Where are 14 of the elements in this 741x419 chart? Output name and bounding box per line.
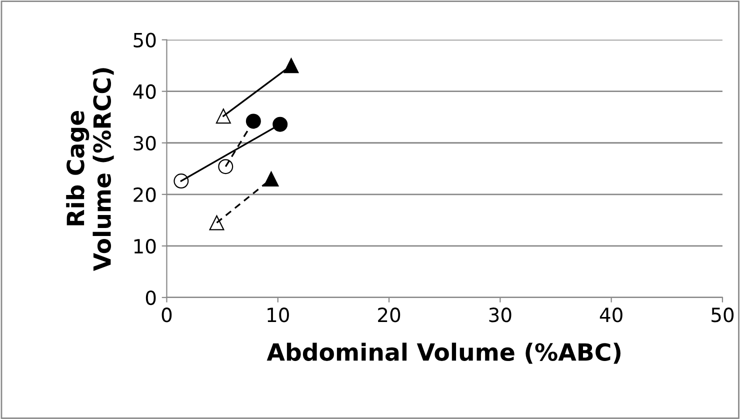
y-tick-label: 0 — [146, 290, 156, 306]
y-axis-title: Rib Cage Volume (%RCC) — [66, 68, 114, 272]
x-axis-title: Abdominal Volume (%ABC) — [266, 342, 620, 364]
y-tick-label: 40 — [133, 84, 156, 100]
x-tick-label: 10 — [268, 308, 289, 322]
y-tick-label: 30 — [134, 136, 156, 151]
x-tick-label: 0 — [162, 308, 172, 322]
y-tick-label: 20 — [134, 187, 156, 202]
x-tick-label: 40 — [600, 308, 622, 322]
y-tick-label: 50 — [134, 32, 156, 48]
x-tick-label: 20 — [378, 308, 400, 322]
x-tick-label: 30 — [489, 308, 512, 322]
x-tick-label: 50 — [712, 308, 734, 322]
y-tick-label: 10 — [134, 238, 156, 254]
